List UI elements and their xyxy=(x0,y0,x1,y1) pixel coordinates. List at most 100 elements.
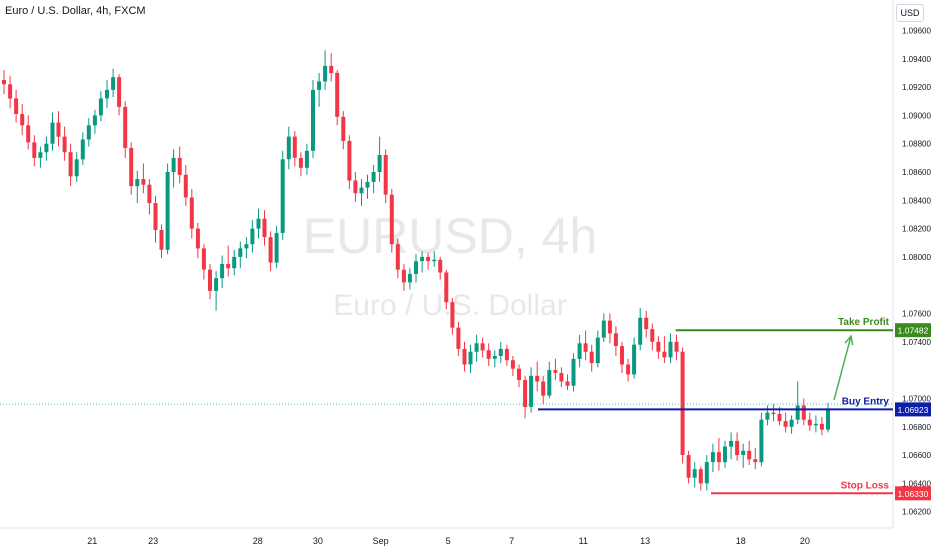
bullish-candle xyxy=(38,146,43,168)
bullish-candle xyxy=(238,241,243,269)
y-tick-label: 1.07000 xyxy=(902,395,931,404)
candle-body xyxy=(559,373,564,382)
bullish-candle xyxy=(286,126,291,170)
candle-body xyxy=(377,155,382,172)
candle-body xyxy=(735,440,740,456)
candle-body xyxy=(462,348,467,365)
bearish-candle xyxy=(129,142,134,195)
candle-body xyxy=(741,450,746,455)
candle-body xyxy=(201,248,206,270)
candle-body xyxy=(68,152,73,177)
bearish-candle xyxy=(450,298,455,335)
buy-entry-level[interactable]: Buy Entry 1.06923 xyxy=(538,396,931,417)
bearish-candle xyxy=(201,244,206,280)
bullish-candle xyxy=(232,249,237,276)
candle-body xyxy=(38,152,43,158)
bullish-candle xyxy=(256,208,261,239)
x-tick-label: 11 xyxy=(579,536,588,546)
bearish-candle xyxy=(553,358,558,381)
y-tick-label: 1.09000 xyxy=(902,111,931,120)
bearish-candle xyxy=(626,358,631,382)
candle-body xyxy=(589,351,594,363)
bearish-candle xyxy=(347,135,352,189)
bullish-candle xyxy=(432,251,437,267)
candle-body xyxy=(414,261,418,274)
bearish-candle xyxy=(383,149,388,204)
candle-body xyxy=(8,84,13,99)
bullish-candle xyxy=(498,341,503,364)
y-tick-label: 1.06400 xyxy=(902,479,931,488)
candles-group xyxy=(2,50,830,491)
candle-body xyxy=(565,381,570,386)
bearish-candle xyxy=(510,356,515,376)
candle-body xyxy=(704,462,709,484)
bearish-candle xyxy=(62,126,67,161)
candle-body xyxy=(98,98,103,116)
bearish-candle xyxy=(747,440,752,465)
candle-body xyxy=(44,143,49,153)
bearish-candle xyxy=(517,364,521,388)
candle-body xyxy=(541,381,546,396)
stop-loss-level[interactable]: Stop Loss 1.06330 xyxy=(711,480,931,501)
candle-body xyxy=(232,256,237,269)
bullish-candle xyxy=(474,334,479,362)
bearish-candle xyxy=(486,343,491,366)
bearish-candle xyxy=(541,375,546,405)
bearish-candle xyxy=(438,256,443,280)
candle-body xyxy=(117,77,122,107)
bearish-candle xyxy=(20,104,25,136)
bearish-candle xyxy=(613,326,618,356)
candle-body xyxy=(238,248,243,257)
candle-body xyxy=(244,244,249,249)
bearish-candle xyxy=(686,450,691,484)
candle-body xyxy=(335,72,340,117)
bullish-candle xyxy=(244,237,249,259)
bullish-candle xyxy=(529,367,534,413)
candle-body xyxy=(753,459,758,463)
bullish-candle xyxy=(371,164,376,194)
bearish-candle xyxy=(426,252,431,270)
bearish-candle xyxy=(195,223,200,259)
bullish-candle xyxy=(44,136,49,161)
candle-body xyxy=(444,272,449,303)
bullish-candle xyxy=(50,112,55,151)
candle-body xyxy=(613,333,618,346)
candle-body xyxy=(680,351,685,455)
candle-body xyxy=(686,455,691,478)
candle-body xyxy=(456,327,461,349)
candle-body xyxy=(486,350,491,359)
bullish-candle xyxy=(214,271,219,311)
candle-body xyxy=(801,405,806,420)
price-axis[interactable]: 1.09600 1.09400 1.09200 1.09000 1.08800 1.086… xyxy=(902,27,931,517)
bullish-candle xyxy=(280,150,285,240)
candle-body xyxy=(183,174,188,198)
candle-body xyxy=(74,159,79,177)
candle-body xyxy=(771,412,776,414)
bullish-candle xyxy=(468,344,473,373)
bullish-candle xyxy=(571,353,576,392)
watermark-name: Euro / U.S. Dollar xyxy=(333,289,566,322)
candle-body xyxy=(795,405,800,420)
bullish-candle xyxy=(668,333,673,364)
candle-body xyxy=(250,228,255,245)
candle-body xyxy=(674,341,679,352)
y-tick-label: 1.08000 xyxy=(902,253,931,262)
bullish-candle xyxy=(632,337,637,379)
bearish-candle xyxy=(783,412,788,433)
take-profit-level[interactable]: Take Profit 1.07482 xyxy=(675,317,931,338)
symbol-title[interactable]: Euro / U.S. Dollar, 4h, FXCM xyxy=(5,5,146,17)
candle-body xyxy=(632,344,637,375)
candle-body xyxy=(123,106,128,148)
candle-body xyxy=(523,380,528,407)
level-label: Take Profit xyxy=(838,317,890,328)
bullish-candle xyxy=(250,220,255,253)
candle-body xyxy=(347,140,352,181)
candle-body xyxy=(317,81,322,90)
candle-body xyxy=(553,370,558,373)
bullish-candle xyxy=(171,149,176,188)
currency-button[interactable]: USD xyxy=(896,4,924,22)
time-axis[interactable]: 21 23 28 30 Sep 5 7 11 13 18 20 xyxy=(87,536,810,546)
candle-body xyxy=(274,232,279,263)
x-tick-label: 30 xyxy=(313,536,323,546)
